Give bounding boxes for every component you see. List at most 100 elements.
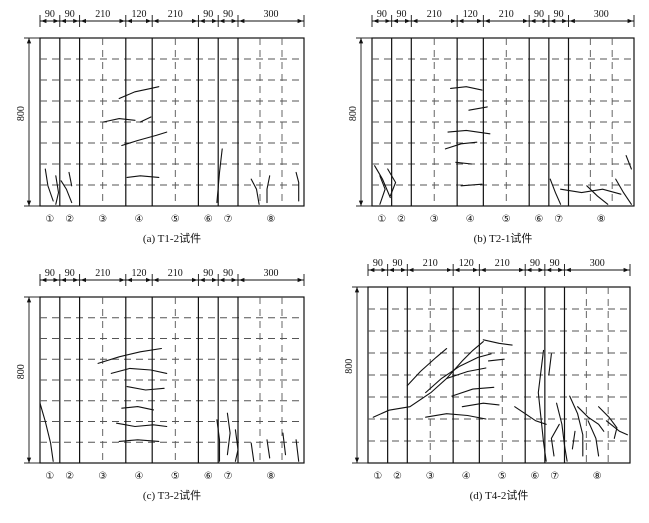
crack-line — [598, 406, 618, 439]
column-marker: ② — [65, 471, 74, 482]
column-marker: ② — [393, 471, 402, 482]
column-width-label: 120 — [132, 268, 147, 279]
panel-caption: (a) T1-2试件 — [143, 232, 201, 245]
crack-line — [55, 175, 60, 205]
panel-caption: (b) T2-1试件 — [474, 232, 533, 245]
crack-line — [379, 175, 386, 205]
crack-line — [447, 129, 491, 135]
column-marker: ⑥ — [204, 214, 213, 225]
crack-line — [216, 419, 221, 462]
column-marker: ⑦ — [224, 471, 233, 482]
column-marker: ③ — [98, 214, 107, 225]
column-marker: ① — [373, 471, 382, 482]
crack-line — [461, 402, 500, 408]
crack-line — [118, 86, 160, 100]
crack-line — [372, 341, 484, 418]
crack-line — [569, 395, 584, 457]
column-width-label: 90 — [45, 268, 55, 279]
column-width-label: 210 — [95, 9, 110, 20]
crack-line — [295, 171, 300, 202]
column-width-label: 210 — [427, 9, 442, 20]
column-width-label: 300 — [590, 258, 605, 269]
column-width-label: 90 — [396, 9, 406, 20]
column-marker: ① — [377, 214, 386, 225]
crack-line — [625, 155, 632, 170]
crack-group — [372, 339, 628, 462]
column-marker: ④ — [135, 471, 144, 482]
crack-line — [234, 429, 239, 462]
column-width-label: 90 — [65, 9, 75, 20]
crack-line — [44, 168, 54, 202]
crack-line — [455, 161, 473, 165]
height-label: 800 — [16, 364, 27, 379]
crack-line — [126, 386, 165, 391]
column-width-label: 120 — [132, 9, 147, 20]
crack-line — [266, 439, 271, 459]
column-marker: ⑥ — [204, 471, 213, 482]
height-label: 800 — [16, 106, 27, 121]
crack-line — [60, 180, 73, 204]
crack-line — [451, 386, 495, 397]
crack-group — [374, 86, 632, 205]
column-marker: ⑧ — [267, 214, 276, 225]
column-marker: ④ — [466, 214, 475, 225]
column-marker: ④ — [135, 214, 144, 225]
column-width-label: 90 — [223, 268, 233, 279]
column-width-label: 90 — [534, 9, 544, 20]
column-marker: ⑤ — [171, 214, 180, 225]
crack-line — [446, 367, 487, 380]
column-width-label: 90 — [377, 9, 387, 20]
crack-line — [139, 116, 152, 123]
crack-line — [514, 406, 547, 425]
column-width-label: 90 — [45, 9, 55, 20]
column-marker: ② — [65, 214, 74, 225]
crack-group — [39, 347, 300, 462]
crack-line — [587, 420, 600, 457]
crack-line — [387, 168, 397, 197]
column-width-label: 90 — [392, 258, 402, 269]
column-marker: ⑥ — [531, 471, 540, 482]
column-width-label: 300 — [264, 268, 279, 279]
crack-line — [487, 358, 505, 362]
crack-line — [110, 367, 168, 374]
crack-line — [556, 402, 568, 462]
column-width-label: 90 — [65, 268, 75, 279]
crack-line — [121, 131, 168, 147]
column-width-label: 210 — [95, 268, 110, 279]
column-marker: ④ — [462, 471, 471, 482]
column-width-label: 300 — [594, 9, 609, 20]
column-marker: ⑧ — [597, 214, 606, 225]
panel-c: 90 90 210 120 210 90 90 300 800 ① ② ③ ④ ⑤ ⑥ ⑦ ⑧ (c) T3-2试… — [16, 268, 305, 502]
crack-line — [460, 183, 483, 187]
crack-line — [266, 175, 271, 204]
column-width-label: 90 — [530, 258, 540, 269]
panel-a: 90 90 210 120 210 90 90 300 800 ① ② ③ ④ ⑤ ⑥ ⑦ ⑧ (a) T1-2试… — [16, 9, 305, 245]
column-width-label: 210 — [168, 9, 183, 20]
column-width-label: 90 — [203, 268, 213, 279]
crack-line — [548, 353, 552, 376]
crack-line — [126, 175, 160, 178]
column-width-label: 90 — [223, 9, 233, 20]
crack-line — [102, 118, 136, 123]
column-width-label: 300 — [264, 9, 279, 20]
column-width-label: 90 — [203, 9, 213, 20]
column-width-label: 210 — [168, 268, 183, 279]
column-marker: ③ — [98, 471, 107, 482]
panel-b: 90 90 210 120 210 90 90 300 800 ① ② ③ ④ ⑤ ⑥ ⑦ ⑧ (b) T2-1试… — [348, 9, 635, 245]
column-marker: ⑤ — [502, 214, 511, 225]
column-marker: ⑤ — [171, 471, 180, 482]
column-width-label: 210 — [423, 258, 438, 269]
crack-line — [444, 141, 478, 150]
crack-line — [68, 171, 73, 187]
crack-line — [586, 185, 609, 205]
column-width-label: 210 — [495, 258, 510, 269]
crack-line — [374, 165, 391, 199]
panel-caption: (c) T3-2试件 — [143, 489, 201, 502]
crack-line — [425, 413, 487, 420]
column-marker: ⑧ — [593, 471, 602, 482]
column-marker: ① — [45, 471, 54, 482]
crack-line — [605, 420, 628, 436]
crack-line — [550, 423, 560, 457]
crack-line — [571, 430, 576, 450]
